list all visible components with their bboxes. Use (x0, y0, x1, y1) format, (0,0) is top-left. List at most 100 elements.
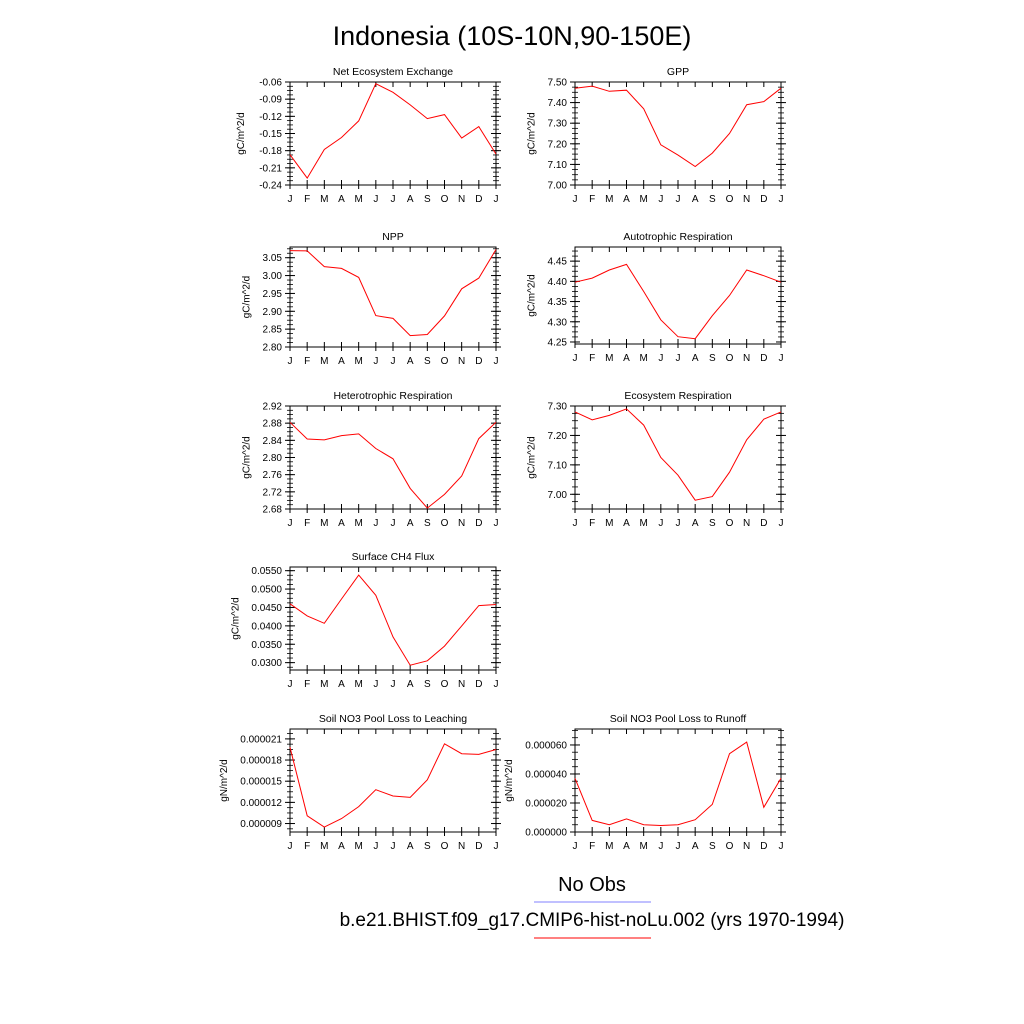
series-line (574, 85, 782, 168)
x-tick-label: J (573, 353, 578, 364)
series-line (289, 743, 497, 828)
y-tick-label: 2.68 (263, 505, 283, 516)
y-tick-label: 7.50 (548, 78, 568, 89)
x-tick-label: J (373, 356, 378, 367)
y-tick-label: 0.0350 (251, 640, 282, 651)
x-tick-label: J (676, 841, 681, 852)
x-tick-label: J (573, 841, 578, 852)
panel-title: Ecosystem Respiration (624, 390, 732, 402)
x-tick-label: D (760, 841, 767, 852)
x-tick-label: F (589, 841, 595, 852)
x-tick-label: N (458, 356, 465, 367)
x-tick-label: J (779, 194, 784, 205)
x-tick-label: M (320, 518, 328, 529)
panel-title: Soil NO3 Pool Loss to Runoff (610, 713, 746, 725)
y-tick-label: 0.000060 (525, 740, 567, 751)
x-tick-label: A (407, 194, 414, 205)
y-tick-label: 2.90 (263, 307, 283, 318)
x-tick-label: O (441, 518, 449, 529)
x-tick-label: A (692, 841, 699, 852)
x-tick-label: A (623, 841, 630, 852)
x-tick-label: J (494, 841, 499, 852)
x-tick-label: M (354, 194, 362, 205)
y-tick-label: -0.09 (259, 95, 282, 106)
x-tick-label: S (709, 841, 716, 852)
x-tick-label: J (779, 841, 784, 852)
plot-frame (289, 246, 497, 348)
y-axis-label: gN/m^2/d (219, 759, 230, 802)
x-tick-label: D (760, 518, 767, 529)
x-tick-label: M (354, 679, 362, 690)
x-tick-label: M (639, 353, 647, 364)
x-tick-label: J (494, 518, 499, 529)
x-tick-label: D (475, 356, 482, 367)
x-tick-label: N (743, 841, 750, 852)
y-tick-label: 0.000040 (525, 769, 567, 780)
series-line (289, 83, 497, 180)
x-tick-label: S (424, 679, 431, 690)
x-tick-label: J (391, 841, 396, 852)
x-tick-label: A (407, 679, 414, 690)
x-tick-label: M (354, 356, 362, 367)
x-tick-label: F (589, 353, 595, 364)
y-axis-label: gN/m^2/d (504, 759, 515, 802)
x-tick-label: J (658, 841, 663, 852)
x-tick-label: M (354, 518, 362, 529)
x-tick-label: A (623, 518, 630, 529)
y-tick-label: 0.000000 (525, 828, 567, 839)
y-tick-label: 7.10 (548, 460, 568, 471)
x-tick-label: F (304, 841, 310, 852)
y-tick-label: 0.0450 (251, 603, 282, 614)
x-tick-label: J (573, 518, 578, 529)
y-tick-label: 7.20 (548, 431, 568, 442)
x-tick-label: O (726, 518, 734, 529)
panel-title: GPP (667, 66, 689, 78)
y-axis-label: gC/m^2/d (527, 274, 538, 317)
x-tick-label: M (605, 353, 613, 364)
x-tick-label: O (441, 679, 449, 690)
y-axis-label: gC/m^2/d (230, 597, 241, 640)
x-tick-label: J (373, 194, 378, 205)
y-tick-label: 7.30 (548, 119, 568, 130)
x-tick-label: J (779, 353, 784, 364)
x-tick-label: M (639, 194, 647, 205)
x-tick-label: A (338, 841, 345, 852)
x-tick-label: A (692, 353, 699, 364)
series-line (289, 574, 497, 666)
panel-title: Soil NO3 Pool Loss to Leaching (319, 713, 467, 725)
x-tick-label: S (424, 841, 431, 852)
panel-title: Autotrophic Respiration (623, 231, 732, 243)
x-tick-label: A (623, 353, 630, 364)
x-tick-label: J (373, 518, 378, 529)
x-tick-label: O (441, 841, 449, 852)
plot-frame (574, 405, 782, 510)
x-tick-label: A (692, 518, 699, 529)
x-tick-label: J (391, 194, 396, 205)
x-tick-label: N (458, 679, 465, 690)
x-tick-label: A (407, 841, 414, 852)
x-tick-label: J (676, 353, 681, 364)
y-tick-label: 0.000012 (240, 798, 282, 809)
y-tick-label: 4.25 (548, 337, 568, 348)
plot-frame (289, 81, 497, 186)
x-tick-label: S (709, 194, 716, 205)
figure-title: Indonesia (10S-10N,90-150E) (333, 21, 692, 51)
y-axis-label: gC/m^2/d (236, 112, 247, 155)
legend-obs-label: No Obs (558, 874, 626, 896)
plot-frame (289, 566, 497, 671)
x-tick-label: F (304, 356, 310, 367)
y-tick-label: 7.00 (548, 490, 568, 501)
y-tick-label: -0.21 (259, 163, 282, 174)
x-tick-label: J (676, 194, 681, 205)
x-tick-label: M (605, 518, 613, 529)
x-tick-label: M (605, 194, 613, 205)
x-tick-label: D (475, 679, 482, 690)
x-tick-label: N (458, 518, 465, 529)
x-tick-label: M (605, 841, 613, 852)
x-tick-label: N (743, 194, 750, 205)
y-axis-label: gC/m^2/d (242, 436, 253, 479)
y-tick-label: -0.24 (259, 181, 282, 192)
